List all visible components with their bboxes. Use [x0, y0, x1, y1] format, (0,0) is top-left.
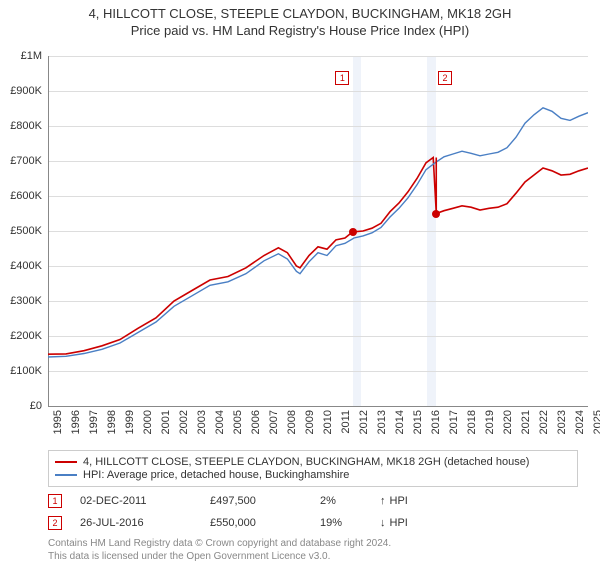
- chart-title-line2: Price paid vs. HM Land Registry's House …: [0, 23, 600, 38]
- x-axis-label: 2009: [304, 410, 316, 434]
- legend-label-series1: 4, HILLCOTT CLOSE, STEEPLE CLAYDON, BUCK…: [83, 456, 529, 468]
- x-axis-label: 2003: [196, 410, 208, 434]
- x-axis-label: 2001: [160, 410, 172, 434]
- y-axis-label: £800K: [0, 120, 42, 132]
- sale-marker-box: 1: [335, 71, 349, 85]
- sale-marker-box: 2: [438, 71, 452, 85]
- y-axis-label: £100K: [0, 365, 42, 377]
- series-line: [48, 108, 588, 357]
- chart-title-line1: 4, HILLCOTT CLOSE, STEEPLE CLAYDON, BUCK…: [0, 6, 600, 21]
- x-axis-label: 2020: [502, 410, 514, 434]
- y-axis-label: £0: [0, 400, 42, 412]
- x-axis-label: 2019: [484, 410, 496, 434]
- sale-dot: [349, 228, 357, 236]
- x-axis-label: 2012: [358, 410, 370, 434]
- arrow-down-icon: ↓: [380, 517, 386, 529]
- legend-row-series2: HPI: Average price, detached house, Buck…: [55, 469, 571, 481]
- legend-box: 4, HILLCOTT CLOSE, STEEPLE CLAYDON, BUCK…: [48, 450, 578, 487]
- x-axis-label: 2021: [520, 410, 532, 434]
- y-axis-label: £1M: [0, 50, 42, 62]
- x-axis-label: 2014: [394, 410, 406, 434]
- y-axis-label: £500K: [0, 225, 42, 237]
- x-axis-label: 2005: [232, 410, 244, 434]
- x-axis-label: 2002: [178, 410, 190, 434]
- sale-label-1: HPI: [390, 495, 408, 507]
- x-axis-label: 2006: [250, 410, 262, 434]
- x-axis-label: 1999: [124, 410, 136, 434]
- arrow-up-icon: ↑: [380, 495, 386, 507]
- sale-date-2: 26-JUL-2016: [80, 517, 210, 529]
- footer-line2: This data is licensed under the Open Gov…: [48, 551, 391, 564]
- legend-label-series2: HPI: Average price, detached house, Buck…: [83, 469, 349, 481]
- footer-attribution: Contains HM Land Registry data © Crown c…: [48, 538, 391, 563]
- x-axis-label: 2008: [286, 410, 298, 434]
- x-axis-label: 2011: [340, 410, 352, 434]
- x-axis-label: 2023: [556, 410, 568, 434]
- x-axis-label: 2010: [322, 410, 334, 434]
- legend-swatch-series2: [55, 474, 77, 476]
- x-axis-label: 2000: [142, 410, 154, 434]
- legend-row-series1: 4, HILLCOTT CLOSE, STEEPLE CLAYDON, BUCK…: [55, 456, 571, 468]
- sale-marker-1: 1: [48, 494, 62, 508]
- sale-row-2: 2 26-JUL-2016 £550,000 19% ↓ HPI: [48, 516, 578, 530]
- x-axis-label: 2016: [430, 410, 442, 434]
- x-axis-label: 2017: [448, 410, 460, 434]
- x-axis-label: 1996: [70, 410, 82, 434]
- legend-swatch-series1: [55, 461, 77, 463]
- x-axis-label: 2015: [412, 410, 424, 434]
- sale-marker-2: 2: [48, 516, 62, 530]
- x-axis-label: 1998: [106, 410, 118, 434]
- sale-price-1: £497,500: [210, 495, 320, 507]
- x-axis-label: 2004: [214, 410, 226, 434]
- y-axis-label: £700K: [0, 155, 42, 167]
- x-axis-label: 1995: [52, 410, 64, 434]
- y-axis-label: £400K: [0, 260, 42, 272]
- y-axis-label: £900K: [0, 85, 42, 97]
- y-axis-label: £300K: [0, 295, 42, 307]
- x-axis-label: 2024: [574, 410, 586, 434]
- series-line: [48, 158, 588, 355]
- sale-dot: [432, 210, 440, 218]
- sale-label-2: HPI: [390, 517, 408, 529]
- x-axis-label: 1997: [88, 410, 100, 434]
- y-axis-label: £200K: [0, 330, 42, 342]
- x-axis-label: 2025: [592, 410, 600, 434]
- gridline-h: [48, 406, 588, 407]
- x-axis-label: 2007: [268, 410, 280, 434]
- footer-line1: Contains HM Land Registry data © Crown c…: [48, 538, 391, 551]
- x-axis-label: 2022: [538, 410, 550, 434]
- chart-plot-area: £0£100K£200K£300K£400K£500K£600K£700K£80…: [48, 56, 588, 406]
- sale-row-1: 1 02-DEC-2011 £497,500 2% ↑ HPI: [48, 494, 578, 508]
- sale-date-1: 02-DEC-2011: [80, 495, 210, 507]
- x-axis-label: 2013: [376, 410, 388, 434]
- sale-pct-2: 19%: [320, 517, 380, 529]
- x-axis-label: 2018: [466, 410, 478, 434]
- y-axis-label: £600K: [0, 190, 42, 202]
- sale-price-2: £550,000: [210, 517, 320, 529]
- sale-pct-1: 2%: [320, 495, 380, 507]
